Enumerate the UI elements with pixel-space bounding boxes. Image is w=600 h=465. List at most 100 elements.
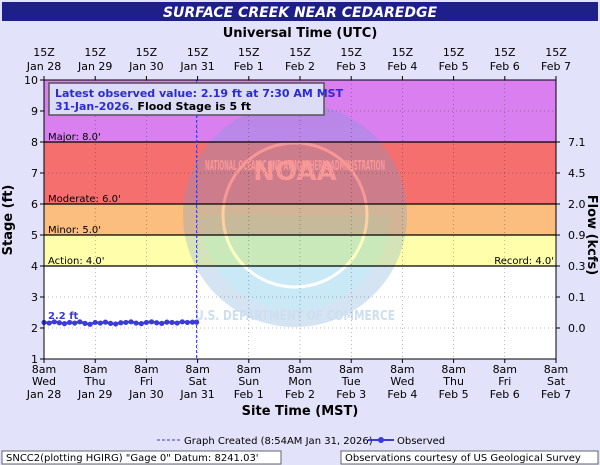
observed-point — [148, 319, 155, 325]
top-tick-hour: 15Z — [33, 46, 55, 59]
bottom-tick-day: Thu — [442, 375, 464, 388]
bottom-tick-date: Feb 1 — [234, 388, 264, 401]
flood-label-action: Action: 4.0' — [48, 256, 105, 267]
observed-point — [77, 319, 83, 325]
observed-point — [128, 319, 134, 325]
y-ticks-left: 1 2 3 4 5 6 7 8 9 10 — [24, 74, 44, 366]
observed-point — [118, 320, 124, 326]
top-tick-hour: 15Z — [136, 46, 158, 59]
top-tick-hour: 15Z — [443, 46, 465, 59]
observed-point — [56, 320, 62, 326]
flow-tick-label: 0.3 — [568, 260, 586, 273]
bottom-tick-day: Sun — [238, 375, 259, 388]
flow-tick-label: 7.1 — [568, 136, 586, 149]
bottom-tick-time: 8am — [493, 363, 517, 376]
top-tick-date: Feb 5 — [439, 60, 469, 73]
annotation-date: 31-Jan-2026. — [55, 100, 134, 113]
title-bar — [2, 2, 598, 21]
flow-tick-label: 0.9 — [568, 229, 586, 242]
y-tick-label: 2 — [31, 322, 38, 335]
observed-point — [189, 319, 196, 325]
top-axis-title: Universal Time (UTC) — [223, 26, 378, 41]
flow-tick-label: 4.5 — [568, 167, 586, 180]
bottom-tick-date: Feb 6 — [490, 388, 520, 401]
top-tick-hour: 15Z — [238, 46, 260, 59]
top-tick-date: Jan 29 — [77, 60, 112, 73]
bottom-tick-date: Feb 2 — [285, 388, 315, 401]
top-tick-hour: 15Z — [187, 46, 209, 59]
top-tick-date: Feb 6 — [490, 60, 520, 73]
latest-value-annotation: Latest observed value: 2.19 ft at 7:30 A… — [48, 82, 344, 116]
y-tick-label: 1 — [31, 353, 38, 366]
top-tick-date: Feb 1 — [234, 60, 264, 73]
bottom-tick-date: Jan 31 — [179, 388, 214, 401]
bottom-tick-time: 8am — [288, 363, 312, 376]
series-observed — [41, 80, 200, 359]
bottom-tick-time: 8am — [134, 363, 158, 376]
top-tick-hour: 15Z — [494, 46, 516, 59]
observed-point — [92, 319, 98, 326]
bottom-tick-time: 8am — [32, 363, 56, 376]
record-label: Record: 4.0' — [494, 256, 554, 267]
footer: SNCC2(plotting HGIRG) "Gage 0" Datum: 82… — [1, 450, 599, 465]
latest-point-label: 2.2 ft — [48, 311, 79, 322]
y-tick-label: 5 — [31, 229, 38, 242]
observed-point — [184, 319, 190, 326]
observed-point — [143, 319, 149, 326]
bottom-tick-time: 8am — [390, 363, 414, 376]
bottom-tick-day: Thu — [84, 375, 106, 388]
bottom-tick-time: 8am — [339, 363, 363, 376]
bottom-tick-time: 8am — [237, 363, 261, 376]
y-tick-label: 8 — [31, 136, 38, 149]
bottom-tick-day: Fri — [140, 375, 153, 388]
footer-datum-text: SNCC2(plotting HGIRG) "Gage 0" Datum: 82… — [6, 453, 259, 464]
annotation-box — [48, 82, 325, 116]
y-tick-label: 9 — [31, 105, 38, 118]
bottom-tick-day: Mon — [288, 375, 311, 388]
legend: Graph Created (8:54AM Jan 31, 2026) Obse… — [157, 436, 445, 447]
bottom-tick-time: 8am — [441, 363, 465, 376]
bottom-tick-day: Sat — [547, 375, 566, 388]
flood-label-minor: Minor: 5.0' — [48, 225, 101, 236]
flood-band-minor — [44, 204, 556, 235]
watermark-inner-ring — [221, 141, 369, 289]
legend-created-label: Graph Created (8:54AM Jan 31, 2026) — [184, 436, 373, 447]
observed-point — [107, 320, 114, 326]
bottom-tick-day: Fri — [498, 375, 511, 388]
annotation-line2: 31-Jan-2026. Flood Stage is 5 ft — [55, 100, 251, 113]
top-tick-hour: 15Z — [545, 46, 567, 59]
bottom-tick-date: Jan 30 — [128, 388, 163, 401]
bottom-tick-day: Sat — [189, 375, 208, 388]
top-tick-date: Jan 30 — [128, 60, 163, 73]
observed-point — [87, 321, 93, 327]
y-axis-title-right: Flow (kcfs) — [584, 195, 599, 275]
top-tick-date: Feb 3 — [336, 60, 366, 73]
observed-point — [164, 319, 170, 325]
top-tick-hour: 15Z — [84, 46, 106, 59]
observed-point — [46, 320, 52, 326]
bottom-tick-date: Feb 5 — [439, 388, 469, 401]
annotation-line1: Latest observed value: 2.19 ft at 7:30 A… — [55, 87, 344, 100]
observed-point — [138, 321, 144, 327]
bottom-tick-time: 8am — [83, 363, 107, 376]
flow-tick-label: 0.1 — [568, 291, 586, 304]
bottom-tick-date: Feb 3 — [336, 388, 366, 401]
top-tick-date: Feb 4 — [387, 60, 417, 73]
observed-point — [51, 319, 57, 325]
watermark-ring-text: NATIONAL OCEANIC AND ATMOSPHERIC ADMINIS… — [205, 159, 385, 174]
observed-point — [82, 320, 88, 326]
y-ticks-right: 0.0 0.1 0.3 0.9 2.0 4.5 7.1 — [556, 136, 586, 335]
observed-point — [174, 320, 180, 326]
x-axis-title: Site Time (MST) — [242, 404, 359, 419]
noaa-watermark: NATIONAL OCEANIC AND ATMOSPHERIC ADMINIS… — [183, 103, 407, 327]
annotation-flood-stage: Flood Stage is 5 ft — [134, 100, 251, 113]
bottom-tick-date: Feb 7 — [541, 388, 571, 401]
flood-band-labels: Major: 8.0' Moderate: 6.0' Minor: 5.0' Acti… — [48, 132, 554, 267]
watermark-lower-half — [200, 215, 390, 310]
observed-point — [154, 320, 160, 326]
observed-point — [97, 320, 103, 326]
bottom-tick-time: 8am — [544, 363, 568, 376]
bottom-tick-date: Jan 28 — [26, 388, 61, 401]
legend-observed-marker — [378, 437, 384, 443]
